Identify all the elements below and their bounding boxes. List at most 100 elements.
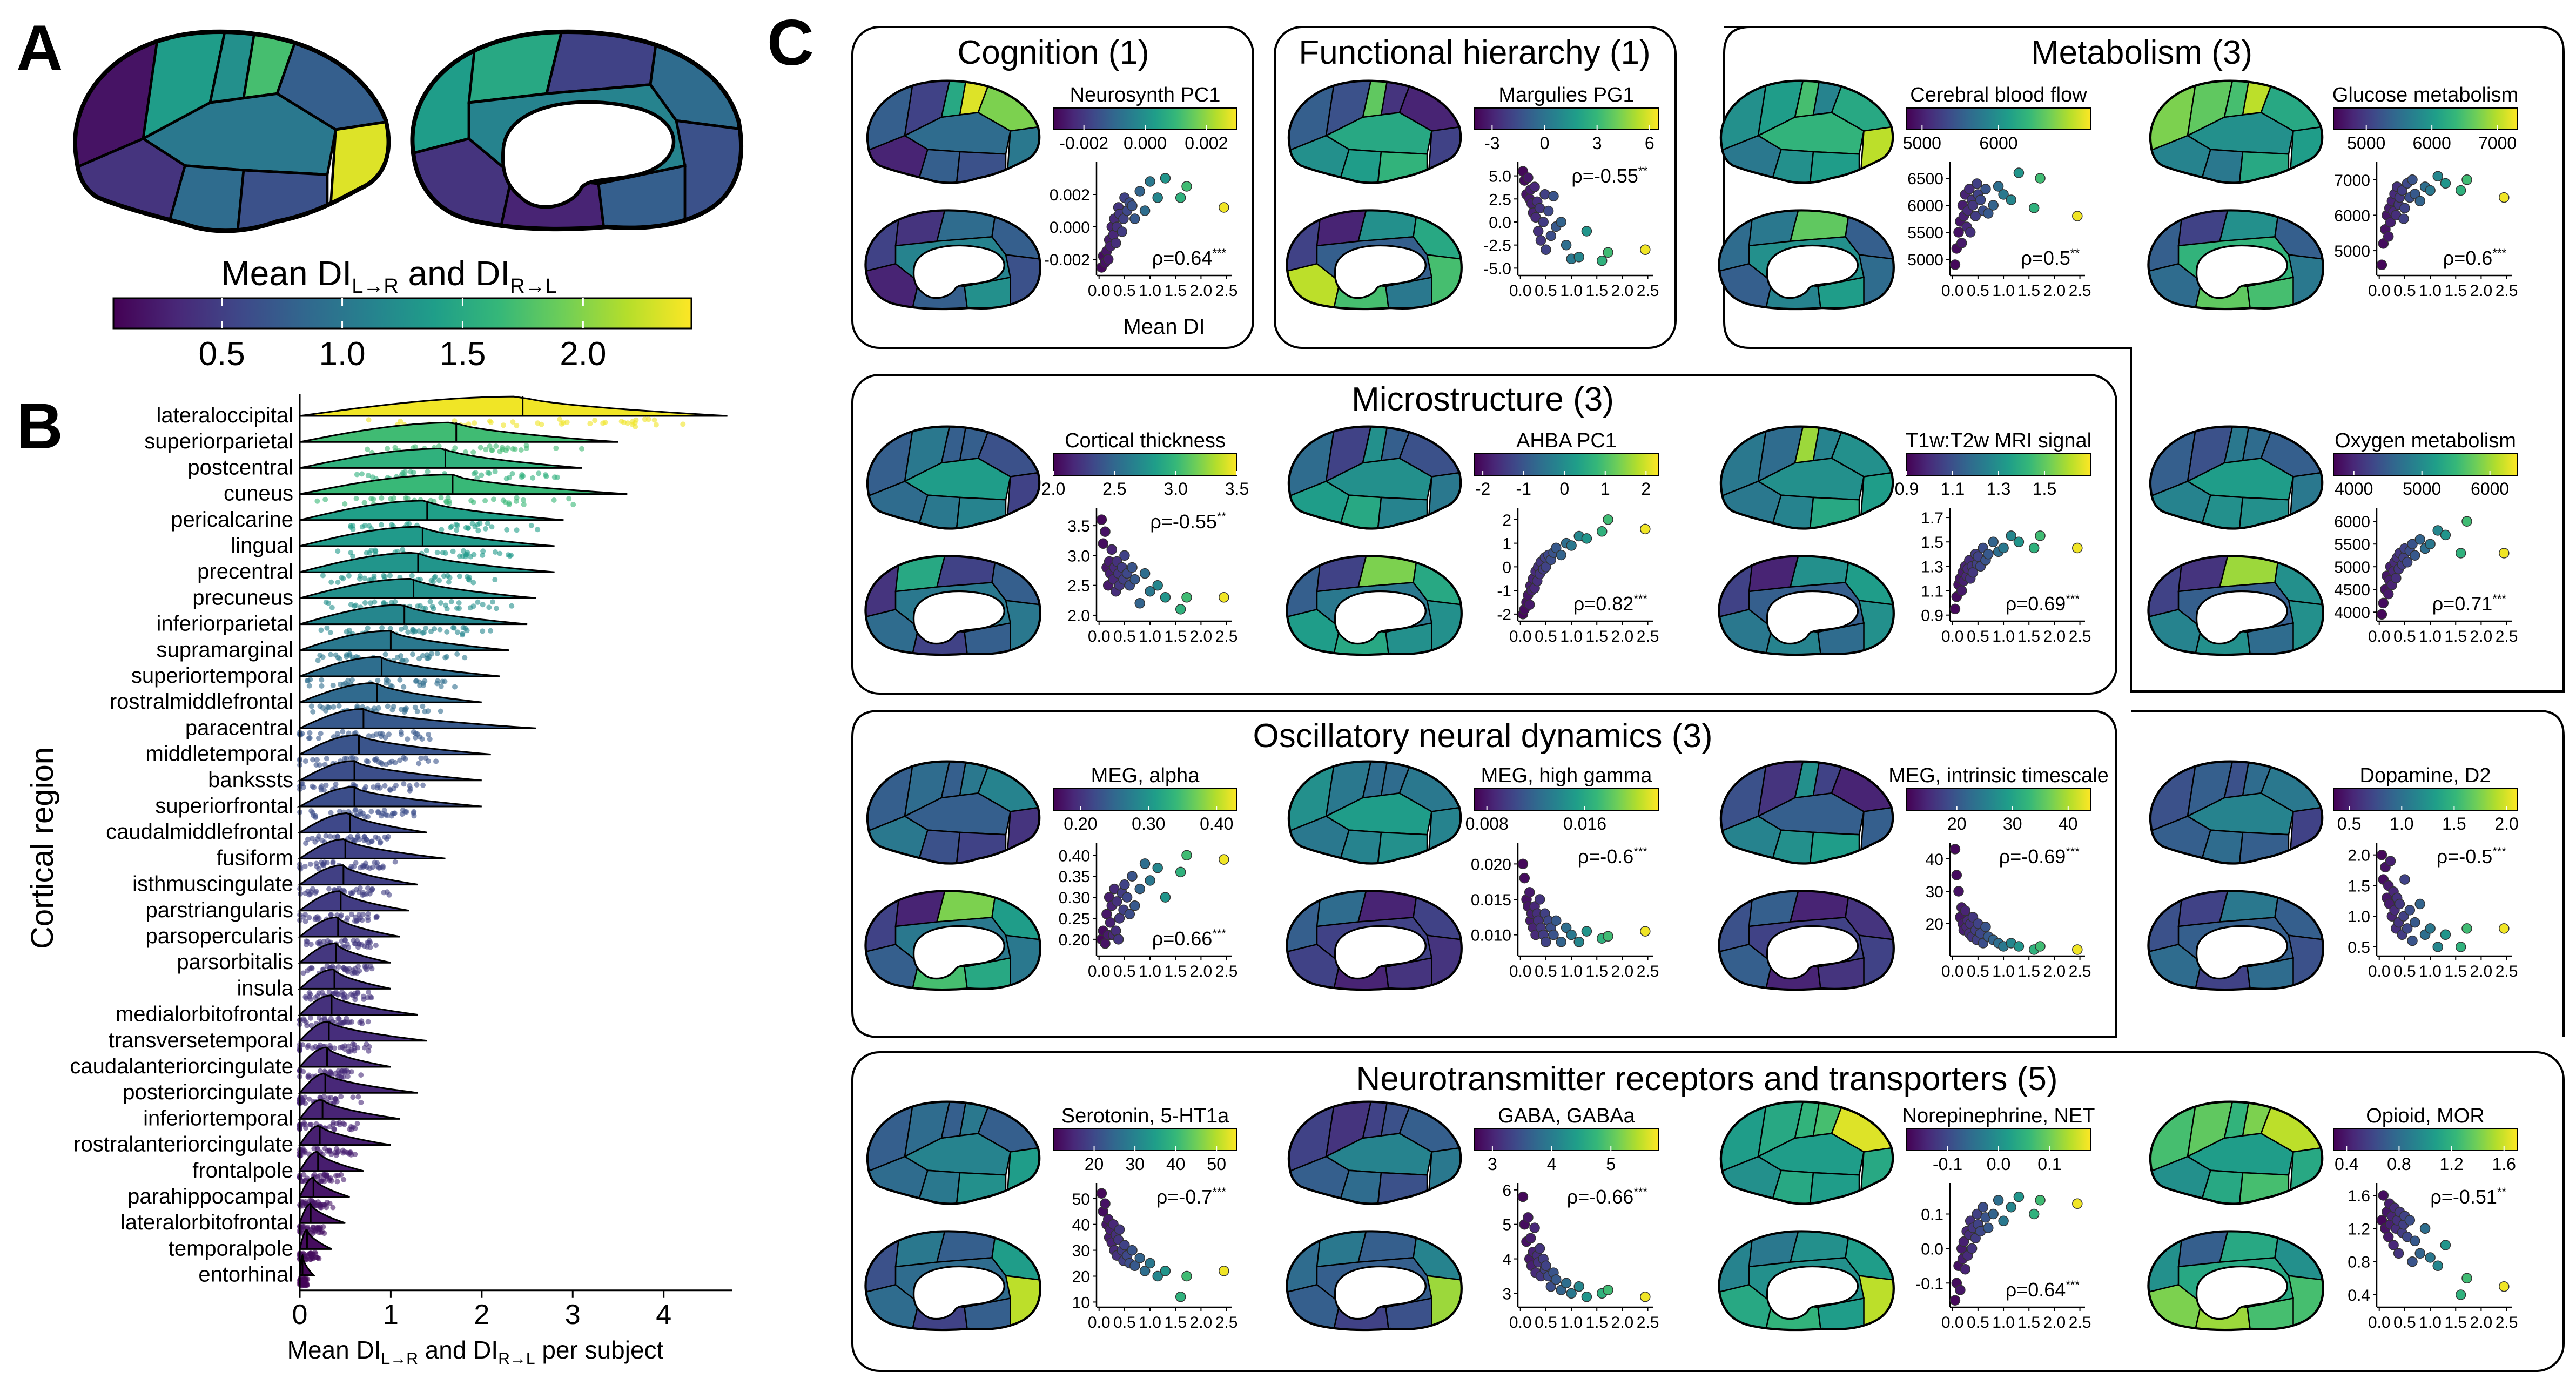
scatter-point [2414, 898, 2425, 910]
subject-point [366, 733, 372, 739]
subject-point [492, 577, 498, 583]
scatter-y-tick-label: 0.8 [2348, 1254, 2370, 1272]
colorbar-tick-label: 0.008 [1465, 814, 1509, 833]
subject-point [327, 1070, 333, 1075]
brain-lateral [1287, 425, 1462, 530]
scatter-point [2455, 185, 2466, 196]
subject-point [349, 677, 355, 683]
colorbar-tick-label: 1.5 [2033, 479, 2056, 499]
rho-value: ρ=0.82 [1573, 593, 1634, 615]
colorbar-tick-label: 7000 [2478, 133, 2517, 153]
colorbar-tick-label: 6000 [1979, 133, 2017, 153]
scatter-x-tick-label: 1.0 [2419, 282, 2442, 300]
subplot-1: Neurosynth PC1 -0.002 0.000 0.002 0.0 0.5 1.0 1… [864, 79, 1237, 311]
group-title-microstructure: Microstructure (3) [1351, 381, 1614, 418]
region-label: cuneus [224, 482, 293, 506]
subplot-16: Opioid, MOR 0.4 0.8 1.2 1.6 0.0 0.5 1.0 1.5 2.0 2.… [2147, 1100, 2518, 1332]
subject-point [331, 1126, 337, 1132]
scatter-x-tick-label: 0.0 [1509, 963, 1532, 980]
subject-point [305, 836, 311, 842]
colorbar-tick-label: -2 [1475, 479, 1490, 499]
brain-region [2288, 1275, 2323, 1330]
scatter-point [1530, 212, 1541, 223]
subject-point [354, 1121, 360, 1126]
brain-region [1858, 934, 1894, 990]
scatter-point [1983, 208, 1994, 219]
subject-point [354, 918, 360, 924]
subject-point [320, 573, 326, 579]
scatter-point [1566, 1288, 1577, 1299]
rho-label: ρ=-0.55** [1150, 510, 1226, 533]
subject-point [379, 495, 385, 501]
subject-point [454, 527, 460, 533]
scatter-point [1100, 1198, 1111, 1209]
subject-point [312, 890, 318, 896]
subject-point [335, 1016, 341, 1021]
scatter-x-tick-label: 1.5 [2444, 628, 2467, 646]
subplot-14: GABA, GABAa 3 4 5 0.0 0.5 1.0 1.5 2.0 2.5 3 4 5 6 ρ=-0… [1286, 1100, 1659, 1332]
scatter-point [1219, 202, 1229, 213]
subject-point [454, 522, 460, 528]
subject-point [352, 603, 358, 609]
brain-lateral [1719, 79, 1894, 184]
colorbar-tick-label: 5000 [2403, 479, 2441, 499]
scatter-point [1993, 1195, 2004, 1206]
scatter-point [1152, 192, 1163, 203]
rho-label: ρ=-0.7*** [1156, 1185, 1227, 1208]
scatter-x-tick-label: 2.5 [1637, 963, 1659, 980]
subject-point [557, 416, 563, 422]
brain-outline [1718, 555, 1895, 656]
subject-point [355, 964, 361, 970]
subject-point [328, 912, 334, 918]
scatter-point [1129, 213, 1140, 224]
scatter-x-tick-label: 2.0 [1611, 1314, 1634, 1332]
group-title-metabolism: Metabolism (3) [2031, 34, 2252, 71]
subject-point [486, 604, 492, 610]
subject-point [337, 1120, 342, 1126]
scatter-point [2028, 1208, 2040, 1220]
subplot-4: Glucose metabolism 5000 6000 7000 0.0 0.5 1.0 1… [2147, 79, 2518, 311]
subject-point [411, 809, 417, 815]
scatter-point [1967, 200, 1979, 211]
scatter-point [2385, 217, 2396, 228]
brain-outline [1718, 890, 1895, 991]
scatter-point [2410, 550, 2420, 561]
subject-point [339, 912, 344, 918]
subject-point [497, 550, 503, 556]
subject-point [398, 707, 404, 712]
scatter-point [2407, 1256, 2418, 1267]
rho-stars: *** [2066, 592, 2080, 606]
scatter-point [1102, 254, 1114, 265]
scatter-x-tick-label: 2.0 [2043, 1314, 2066, 1332]
scatter-point [1181, 850, 1192, 861]
scatter-y-tick-label: 0.002 [1050, 186, 1090, 204]
scatter-point [2414, 1248, 2425, 1259]
subject-point [480, 628, 486, 634]
brain-outline [2147, 209, 2324, 311]
brain-outline [1719, 1100, 1894, 1205]
scatter-x-tick-label: 2.0 [2470, 628, 2493, 646]
scatter-y-tick-label: 5000 [1907, 251, 1943, 269]
scatter-point [2461, 516, 2472, 527]
scatter-point [1111, 896, 1122, 907]
subject-point [618, 419, 624, 424]
scatter-y-tick-label: 4 [1502, 1251, 1511, 1269]
rho-value: ρ=-0.7 [1156, 1186, 1213, 1208]
scatter-point [1134, 883, 1145, 895]
brain-lateral [1719, 760, 1894, 865]
subject-point [369, 966, 375, 972]
brain-medial [1286, 1230, 1463, 1332]
subject-point [462, 449, 468, 455]
subject-point [401, 781, 407, 787]
brain-outline [2149, 425, 2324, 530]
region-label: caudalmiddlefrontal [106, 820, 293, 844]
rho-label: ρ=-0.51** [2430, 1185, 2506, 1208]
violin [299, 630, 509, 651]
subject-point [454, 605, 460, 611]
subject-point [392, 859, 398, 865]
subject-point [535, 527, 541, 533]
brain-medial [864, 555, 1041, 656]
subject-point [302, 912, 308, 917]
subject-point [378, 734, 384, 739]
subject-point [349, 1019, 355, 1025]
